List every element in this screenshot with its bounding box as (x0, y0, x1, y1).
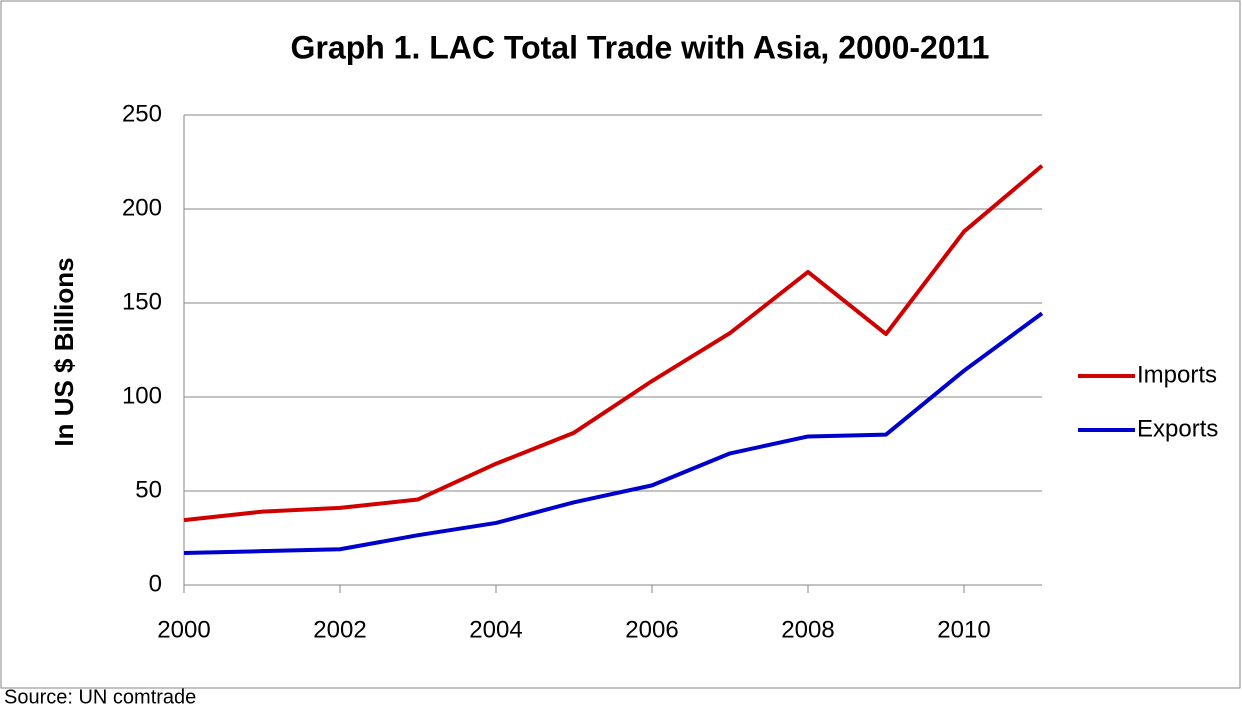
x-tick-label: 2008 (781, 616, 834, 643)
y-tick-label: 0 (149, 570, 162, 597)
chart-title: Graph 1. LAC Total Trade with Asia, 2000… (291, 29, 990, 65)
y-tick-label: 50 (135, 476, 162, 503)
y-tick-label: 250 (122, 100, 162, 127)
data-line (183, 164, 1044, 523)
y-tick-label: 200 (122, 194, 162, 221)
y-tick-label: 150 (122, 288, 162, 315)
data-line (183, 311, 1044, 556)
x-tick-label: 2010 (937, 616, 990, 643)
y-axis-label: In US $ Billions (49, 257, 79, 446)
x-tick-label: 2000 (157, 616, 210, 643)
y-tick-label: 100 (122, 382, 162, 409)
legend-label: Exports (1137, 415, 1218, 442)
x-tick-label: 2006 (625, 616, 678, 643)
source-note: Source: UN comtrade (4, 686, 196, 708)
x-tick-label: 2002 (313, 616, 366, 643)
x-tick-label: 2004 (469, 616, 522, 643)
legend-label: Imports (1137, 361, 1217, 388)
